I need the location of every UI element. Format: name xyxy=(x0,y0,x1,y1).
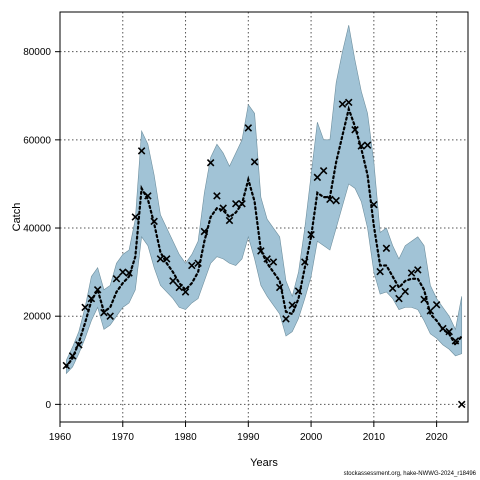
observed-point xyxy=(370,200,378,209)
observed-point xyxy=(263,255,271,263)
observed-point xyxy=(401,287,409,296)
observed-point xyxy=(439,324,447,333)
source-note: stockassessment.org, hake-NWWG-2024_r184… xyxy=(343,471,476,477)
observed-point xyxy=(131,213,140,221)
confidence-band xyxy=(65,25,463,375)
observed-point xyxy=(169,277,177,285)
y-tick-label: 20000 xyxy=(23,312,51,323)
observed-point xyxy=(426,307,435,315)
observed-point xyxy=(319,166,328,175)
x-tick-label: 2000 xyxy=(300,432,323,443)
observed-point xyxy=(432,300,441,309)
x-tick-label: 1990 xyxy=(237,432,260,443)
observed-point xyxy=(106,312,114,320)
observed-point xyxy=(388,284,397,293)
x-tick-label: 1970 xyxy=(112,432,135,443)
observed-markers xyxy=(62,98,466,409)
observed-point xyxy=(275,283,284,292)
observed-point xyxy=(81,303,89,312)
y-axis-title: Catch xyxy=(11,203,23,232)
x-axis: 1960 1970 1980 1990 2000 2010 2020 xyxy=(49,422,448,443)
observed-point xyxy=(344,98,353,107)
observed-point xyxy=(68,352,77,360)
x-tick-label: 1960 xyxy=(49,432,72,443)
observed-point xyxy=(445,327,453,336)
observed-point xyxy=(457,400,466,409)
observed-point xyxy=(244,124,253,132)
observed-point xyxy=(150,217,158,226)
x-tick-label: 2010 xyxy=(363,432,386,443)
observed-point xyxy=(382,244,391,253)
y-tick-label: 80000 xyxy=(23,47,51,58)
observed-point xyxy=(307,230,315,239)
observed-point xyxy=(112,274,121,283)
observed-point xyxy=(288,301,297,309)
y-tick-label: 60000 xyxy=(23,135,51,146)
observed-point xyxy=(175,283,184,292)
observed-point xyxy=(451,337,460,345)
observed-point xyxy=(250,158,259,166)
observed-point xyxy=(338,100,347,108)
observed-point xyxy=(162,255,171,263)
x-tick-label: 1980 xyxy=(174,432,197,443)
observed-point xyxy=(420,295,428,304)
observed-point xyxy=(225,216,234,225)
observed-point xyxy=(181,288,190,296)
observed-point xyxy=(100,308,108,317)
observed-point xyxy=(119,268,127,276)
observed-point xyxy=(376,267,384,276)
observed-point xyxy=(363,141,372,149)
observed-point xyxy=(156,255,165,263)
observed-point xyxy=(257,247,265,255)
observed-point xyxy=(238,200,246,208)
observed-point xyxy=(313,173,322,182)
observed-point xyxy=(231,200,240,208)
observed-point xyxy=(206,159,215,167)
observed-point xyxy=(351,125,359,134)
observed-point xyxy=(125,269,133,277)
observed-point xyxy=(137,147,146,155)
observed-point xyxy=(62,361,71,370)
observed-point xyxy=(294,287,303,295)
y-tick-label: 40000 xyxy=(23,224,51,235)
observed-point xyxy=(282,315,290,323)
observed-point xyxy=(395,294,403,303)
observed-point xyxy=(407,269,416,277)
observed-point xyxy=(357,142,366,150)
x-tick-label: 2020 xyxy=(425,432,448,443)
observed-point xyxy=(144,192,152,200)
observed-point xyxy=(213,192,221,200)
observed-point xyxy=(219,204,227,212)
observed-point xyxy=(326,195,334,204)
observed-point xyxy=(414,266,422,274)
observed-point xyxy=(194,259,202,268)
observed-point xyxy=(87,294,96,303)
observed-point xyxy=(188,261,196,270)
observed-point xyxy=(200,227,209,236)
observed-point xyxy=(332,196,340,205)
y-tick-label: 0 xyxy=(45,400,51,411)
observed-point xyxy=(269,258,278,266)
observed-point xyxy=(301,258,309,266)
observed-point xyxy=(75,341,83,349)
x-axis-title: Years xyxy=(250,457,278,469)
confidence-band-area xyxy=(65,25,463,375)
y-axis: 0 20000 40000 60000 80000 xyxy=(23,47,60,411)
plot-frame xyxy=(59,11,469,423)
observed-point xyxy=(93,285,102,294)
